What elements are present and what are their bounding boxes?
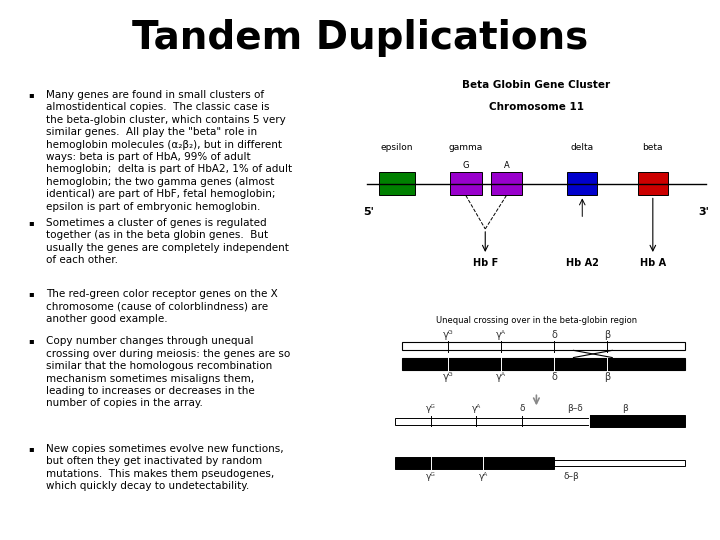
- Text: The red-green color receptor genes on the X
chromosome (cause of colorblindness): The red-green color receptor genes on th…: [46, 289, 278, 324]
- Bar: [589, 415, 685, 427]
- Text: ▪: ▪: [28, 90, 34, 99]
- Text: Hb A: Hb A: [640, 258, 666, 268]
- Bar: [395, 418, 589, 424]
- Text: β–δ: β–δ: [567, 403, 583, 413]
- Text: A: A: [503, 160, 509, 170]
- Text: Tandem Duplications: Tandem Duplications: [132, 19, 588, 57]
- Text: ▪: ▪: [28, 336, 34, 346]
- Text: γᴬ: γᴬ: [496, 372, 506, 382]
- Bar: [379, 172, 415, 195]
- Bar: [395, 457, 554, 469]
- Text: Unequal crossing over in the beta-globin region: Unequal crossing over in the beta-globin…: [436, 316, 637, 325]
- Text: δ–β: δ–β: [564, 471, 580, 481]
- Text: beta: beta: [642, 143, 663, 152]
- Text: Beta Globin Gene Cluster: Beta Globin Gene Cluster: [462, 80, 611, 90]
- Text: δ: δ: [551, 372, 557, 382]
- Bar: [402, 342, 685, 350]
- Bar: [490, 172, 522, 195]
- Text: β: β: [604, 330, 610, 341]
- Text: ▪: ▪: [28, 289, 34, 299]
- Text: New copies sometimes evolve new functions,
but often they get inactivated by ran: New copies sometimes evolve new function…: [46, 444, 284, 491]
- Text: Hb A2: Hb A2: [566, 258, 599, 268]
- Text: δ: δ: [520, 403, 525, 413]
- Text: ▪: ▪: [28, 218, 34, 227]
- Text: γᴳ: γᴳ: [426, 403, 436, 413]
- Bar: [554, 460, 685, 467]
- Bar: [638, 172, 668, 195]
- Text: epsilon: epsilon: [381, 143, 413, 152]
- Text: 3': 3': [698, 207, 709, 218]
- Text: Chromosome 11: Chromosome 11: [489, 102, 584, 112]
- Text: delta: delta: [571, 143, 594, 152]
- Text: β: β: [622, 403, 627, 413]
- Text: γᴳ: γᴳ: [443, 330, 454, 341]
- Text: δ: δ: [551, 330, 557, 341]
- Bar: [450, 172, 482, 195]
- Text: ▪: ▪: [28, 444, 34, 453]
- Text: γᴳ: γᴳ: [426, 471, 436, 481]
- Text: gamma: gamma: [449, 143, 483, 152]
- Text: γᴳ: γᴳ: [443, 372, 454, 382]
- Text: G: G: [462, 160, 469, 170]
- Text: Sometimes a cluster of genes is regulated
together (as in the beta globin genes.: Sometimes a cluster of genes is regulate…: [46, 218, 289, 265]
- Text: Hb F: Hb F: [472, 258, 498, 268]
- Text: Many genes are found in small clusters of
almostidentical copies.  The classic c: Many genes are found in small clusters o…: [46, 90, 292, 212]
- Text: 5': 5': [364, 207, 374, 218]
- Bar: [567, 172, 598, 195]
- Text: γᴬ: γᴬ: [496, 330, 506, 341]
- Text: γᴬ: γᴬ: [472, 403, 481, 413]
- Text: Copy number changes through unequal
crossing over during meiosis: the genes are : Copy number changes through unequal cros…: [46, 336, 291, 408]
- Text: β: β: [604, 372, 610, 382]
- Bar: [402, 357, 685, 370]
- Text: γᴬ: γᴬ: [479, 471, 488, 481]
